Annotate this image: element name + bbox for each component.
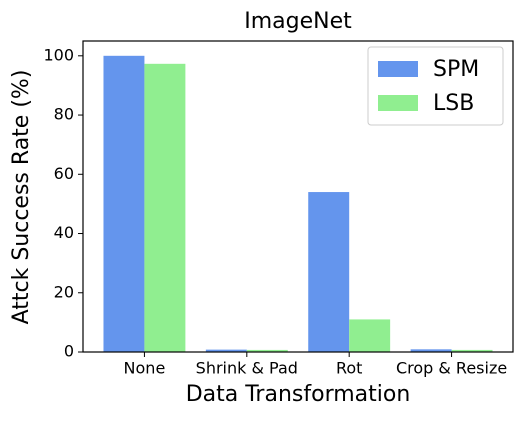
y-tick-label: 0 (64, 342, 74, 361)
legend-label: LSB (433, 91, 474, 116)
bar (246, 349, 288, 352)
bar (103, 55, 145, 353)
x-tick-label: Shrink & Pad (196, 359, 298, 378)
bar (144, 63, 186, 352)
bar (205, 349, 247, 352)
y-axis-label: Attck Success Rate (%) (9, 70, 34, 325)
x-tick-label: Rot (336, 359, 362, 378)
y-tick-label: 40 (54, 223, 74, 242)
bar (451, 349, 493, 352)
chart-title: ImageNet (244, 9, 352, 34)
y-tick-label: 60 (54, 164, 74, 183)
legend-swatch (378, 95, 418, 111)
legend-label: SPM (433, 57, 479, 82)
bar (410, 349, 452, 352)
plot-frame (82, 40, 514, 353)
x-tick-label: Crop & Resize (396, 359, 507, 378)
x-tick-label: None (124, 359, 166, 378)
y-tick-label: 80 (54, 105, 74, 124)
bar (308, 192, 350, 352)
y-tick-label: 100 (43, 45, 74, 64)
legend-swatch (378, 61, 418, 77)
bar (349, 319, 391, 352)
x-axis-label: Data Transformation (186, 382, 411, 407)
y-tick-label: 20 (54, 282, 74, 301)
